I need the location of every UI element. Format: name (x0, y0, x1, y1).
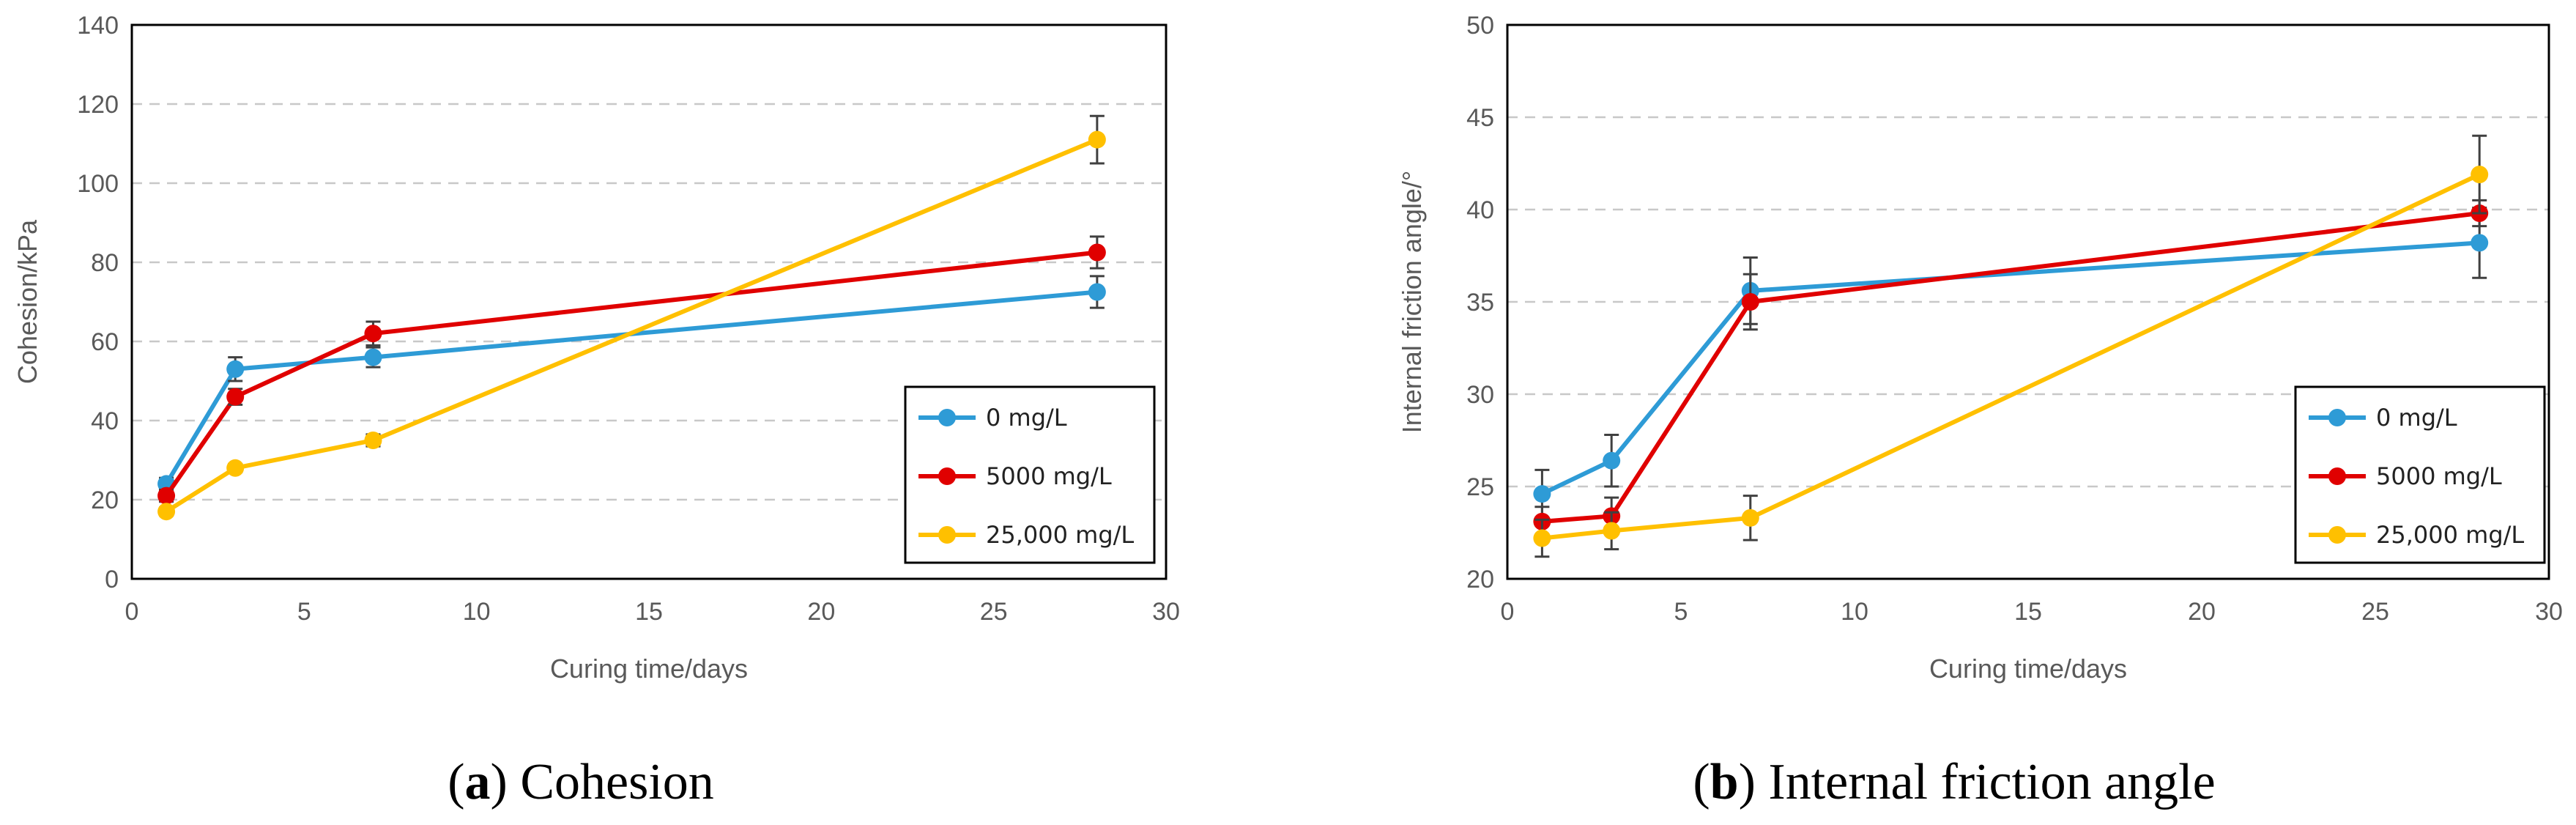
y-tick-label: 35 (1466, 289, 1494, 317)
x-tick-label: 30 (2535, 598, 2563, 626)
series-line (1542, 172, 2481, 541)
y-axis-title: Internal friction angle/° (1397, 171, 1427, 434)
legend-swatch-marker (938, 467, 956, 485)
plot-area-frame (130, 23, 1168, 580)
chart-cohesion: 0 20 40 60 80 100 120 140 0 5 10 15 20 25 30 Curing tim… (12, 12, 1180, 684)
x-tick-label: 10 (463, 598, 491, 626)
data-point (2471, 166, 2489, 184)
series-1 (157, 235, 1106, 505)
x-tick-label: 5 (1674, 598, 1688, 626)
plot-area-frame (1506, 23, 2550, 580)
data-point (1088, 130, 1106, 149)
legend-swatch-marker (938, 409, 956, 426)
legend: 0 mg/L 5000 mg/L 25,000 mg/L (2294, 385, 2546, 564)
x-tick-label: 30 (1152, 598, 1180, 626)
y-tick-label: 80 (91, 249, 119, 277)
legend-swatch-marker (2328, 526, 2346, 544)
legend-label: 0 mg/L (986, 404, 1067, 432)
x-tick-label: 20 (2188, 598, 2216, 626)
x-tick-label: 5 (297, 598, 311, 626)
data-point (364, 348, 382, 366)
y-tick-label: 40 (1466, 196, 1494, 224)
y-axis-title: Cohesion/kPa (12, 219, 42, 384)
series-line (1542, 211, 2480, 524)
legend-label: 0 mg/L (2376, 404, 2457, 432)
x-tick-label: 10 (1841, 598, 1868, 626)
y-tick-label: 25 (1466, 473, 1494, 501)
legend-label: 25,000 mg/L (986, 521, 1134, 549)
y-tick-label: 0 (105, 566, 119, 593)
data-point (1603, 451, 1621, 470)
legend-swatch-marker (2328, 409, 2346, 426)
series-2 (1533, 134, 2489, 558)
data-point (1533, 485, 1551, 503)
y-tick-label: 60 (91, 328, 119, 356)
legend-label: 5000 mg/L (986, 462, 1112, 490)
data-point (157, 487, 176, 505)
data-point (226, 459, 245, 477)
x-axis-title: Curing time/days (550, 654, 748, 684)
x-tick-label: 20 (807, 598, 835, 626)
legend: 0 mg/L 5000 mg/L 25,000 mg/L (904, 385, 1156, 564)
x-tick-label: 0 (125, 598, 139, 626)
caption-b: (b) Internal friction angle (1693, 754, 2215, 810)
data-point (364, 432, 382, 449)
x-tick-label: 25 (2361, 598, 2389, 626)
y-tick-label: 20 (1466, 566, 1494, 593)
data-point (1088, 283, 1106, 301)
y-tick-label: 20 (91, 487, 119, 514)
y-tick-label: 50 (1466, 12, 1494, 40)
x-tick-label: 25 (980, 598, 1008, 626)
data-point (1533, 529, 1551, 547)
x-tick-label: 15 (2014, 598, 2042, 626)
data-point (226, 360, 245, 378)
chart-friction-angle: 20 25 30 35 40 45 50 0 5 10 15 20 25 30 Curing time/da… (1397, 12, 2563, 684)
series-2 (157, 114, 1106, 521)
data-point (2471, 234, 2489, 252)
series-line (165, 137, 1099, 514)
legend-swatch-marker (2328, 467, 2346, 485)
data-point (157, 503, 176, 521)
legend-swatch-marker (938, 526, 956, 544)
x-axis-title: Curing time/days (1929, 654, 2127, 684)
caption-a: (a) Cohesion (448, 754, 714, 810)
data-point (226, 388, 245, 406)
y-tick-label: 140 (77, 12, 119, 40)
y-tick-label: 40 (91, 407, 119, 435)
y-tick-label: 100 (77, 170, 119, 198)
y-tick-label: 120 (77, 91, 119, 119)
data-point (364, 325, 382, 343)
legend-label: 5000 mg/L (2376, 462, 2502, 490)
data-point (1603, 522, 1621, 540)
data-point (1088, 243, 1106, 262)
x-tick-label: 15 (635, 598, 663, 626)
x-tick-label: 0 (1501, 598, 1515, 626)
series-line (164, 250, 1098, 497)
data-point (1741, 508, 1759, 527)
series-line (1541, 240, 2480, 496)
data-point (1741, 293, 1759, 311)
legend-label: 25,000 mg/L (2376, 521, 2524, 549)
y-tick-label: 30 (1466, 381, 1494, 409)
y-tick-label: 45 (1466, 104, 1494, 132)
